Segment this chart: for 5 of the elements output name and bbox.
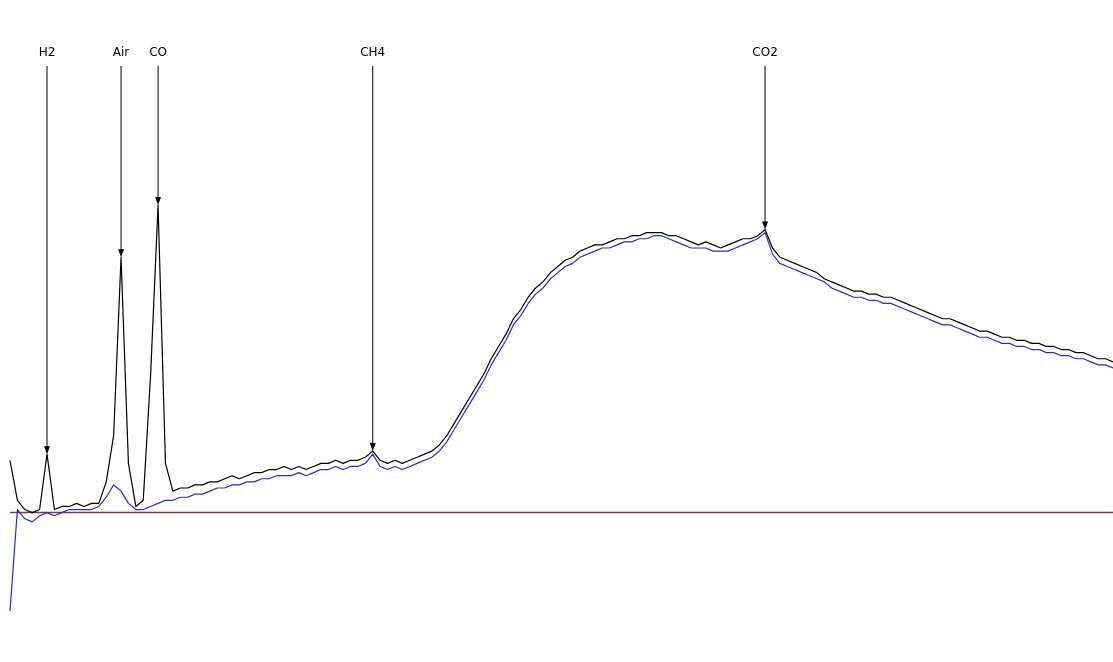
text: CH4	[360, 45, 386, 59]
text: CO	[149, 45, 167, 59]
text: CO2	[752, 45, 778, 59]
text: Air	[112, 45, 130, 59]
text: H2	[38, 45, 56, 59]
